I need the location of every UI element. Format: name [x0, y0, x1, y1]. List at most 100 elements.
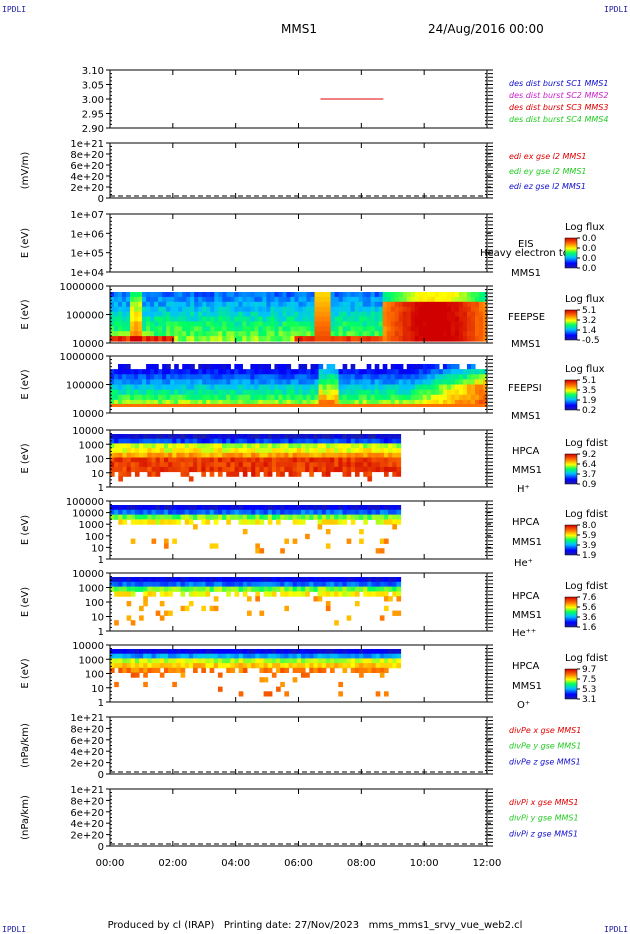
hpca_h-pixel	[134, 457, 140, 463]
hpca_h-pixel	[309, 462, 314, 468]
hpca_he-pixel	[209, 514, 215, 520]
hpca_hepp-pixel	[234, 577, 240, 583]
feepse-pixel	[138, 336, 143, 342]
feepse-pixel	[222, 321, 227, 327]
hpca_o-pixel	[263, 677, 269, 683]
divpi-y-tick-label: 0	[98, 842, 104, 853]
hpca_o-pixel	[193, 653, 198, 659]
feepsi-pixel	[206, 364, 211, 370]
hpca_h-pixel	[230, 434, 236, 440]
hpca_hepp-pixel	[379, 577, 385, 583]
feepse-pixel	[226, 311, 231, 318]
hpca_h-y-tick-label: 100	[85, 455, 104, 466]
hpca_hepp-pixel	[251, 577, 256, 583]
feepse-pixel	[258, 292, 264, 298]
hpca_hepp-pixel	[118, 586, 123, 592]
hpca_he-pixel	[363, 514, 368, 520]
feepsi-pixel	[446, 379, 452, 386]
feepse-pixel	[206, 326, 211, 332]
hpca_he-pixel	[371, 505, 377, 511]
feepse-pixel	[278, 331, 284, 337]
feepse-pixel	[358, 292, 364, 298]
hpca_o-side-label: O⁺	[517, 700, 530, 711]
feepsi-pixel	[246, 369, 251, 375]
feepse-pixel	[354, 296, 360, 303]
eis-side-label: EIS	[518, 239, 534, 250]
feepse-pixel	[354, 301, 360, 308]
feepse-pixel	[426, 296, 432, 303]
hpca_he-pixel	[392, 509, 397, 516]
hpca_o-pixel	[367, 653, 373, 659]
feepse-pixel	[254, 336, 259, 342]
hpca_h-pixel	[122, 457, 128, 463]
hpca_h-pixel	[267, 438, 273, 444]
hpca_o-pixel	[188, 663, 194, 669]
feepsi-pixel	[450, 374, 456, 380]
feepsi-pixel	[266, 399, 272, 406]
hpca_hepp-pixel	[363, 586, 368, 592]
hpca_o-pixel	[350, 658, 356, 664]
feepse-pixel	[398, 326, 404, 332]
hpca_hepp-pixel	[201, 591, 206, 597]
feepse-pixel	[398, 292, 404, 298]
hpca_o-pixel	[180, 663, 186, 669]
hpca_o-pixel	[222, 653, 227, 659]
feepsi-pixel	[414, 384, 420, 391]
feepsi-pixel	[402, 394, 408, 401]
hpca_h-pixel	[201, 438, 206, 444]
hpca_h-pixel	[346, 452, 352, 458]
hpca_h-pixel	[188, 476, 194, 482]
hpca_he-pixel	[396, 505, 402, 511]
feepse-pixel	[446, 326, 452, 332]
hpca_h-pixel	[188, 457, 194, 463]
feepse-pixel	[370, 331, 376, 337]
hpca_hepp-pixel	[280, 577, 285, 583]
feepsi-pixel	[382, 394, 388, 401]
hpca_h-pixel	[255, 443, 260, 449]
feepse-pixel	[354, 311, 360, 318]
hpca_h-pixel	[321, 452, 327, 458]
feepsi-pixel	[434, 374, 440, 380]
hpca_o-pixel	[305, 649, 310, 655]
feepse-pixel	[338, 321, 344, 327]
feepsi-pixel	[350, 394, 356, 401]
feepse-pixel	[386, 336, 392, 342]
hpca_o-pixel	[292, 677, 298, 683]
feepse-pixel	[178, 306, 183, 313]
feepsi-pixel	[186, 384, 191, 391]
hpca_o-pixel	[359, 658, 364, 664]
hpca_h-pixel	[251, 448, 256, 454]
hpca_o-pixel	[392, 658, 397, 664]
hpca_h-pixel	[147, 434, 153, 440]
feepsi-pixel	[170, 389, 175, 396]
hpca_h-pixel	[209, 434, 215, 440]
hpca_o-pixel	[184, 649, 190, 655]
hpca_h-pixel	[383, 443, 389, 449]
feepsi-pixel	[226, 364, 231, 370]
feepsi-pixel	[206, 374, 211, 380]
hpca_h-pixel	[300, 443, 306, 449]
hpca_hepp-pixel	[259, 577, 265, 583]
feepse-pixel	[326, 316, 332, 322]
feepsi-pixel	[146, 364, 151, 370]
feepse-pixel	[266, 336, 272, 342]
hpca_he-pixel	[371, 509, 377, 516]
hpca_o-pixel	[159, 653, 165, 659]
feepse-pixel	[274, 321, 280, 327]
hpca_h-pixel	[296, 452, 302, 458]
feepse-pixel	[186, 296, 191, 303]
feepsi-pixel	[414, 364, 420, 370]
feepse-pixel	[230, 316, 235, 322]
hpca_h-pixel	[251, 452, 256, 458]
hpca_h-pixel	[122, 471, 128, 477]
hpca_o-pixel	[342, 658, 348, 664]
feepsi-pixel	[142, 399, 147, 406]
feepsi-pixel	[314, 384, 320, 391]
feepse-pixel	[234, 296, 239, 303]
feepse-pixel	[110, 306, 115, 313]
hpca_h-pixel	[280, 438, 285, 444]
feepsi-pixel	[450, 389, 456, 396]
feepsi-pixel	[374, 384, 380, 391]
feepsi-colorbar-tick-label: 5.1	[582, 376, 596, 386]
